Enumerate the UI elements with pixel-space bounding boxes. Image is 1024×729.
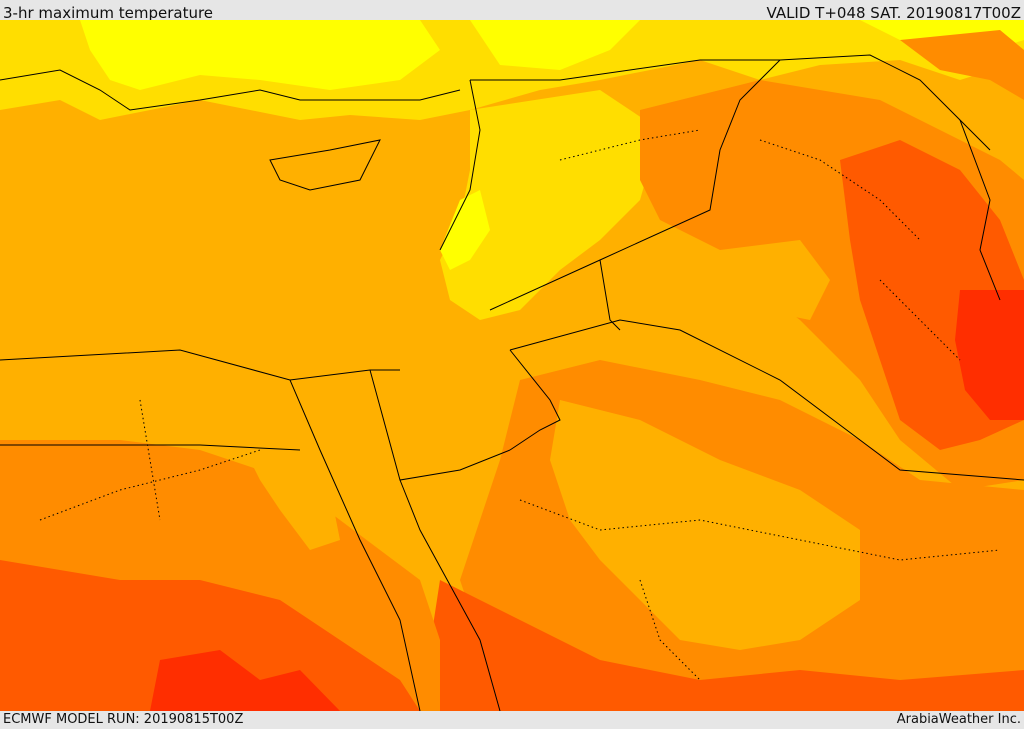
- zone-arabia-hot-south: [420, 580, 1024, 711]
- zone-levant-cool: [440, 90, 660, 320]
- credit-label: ArabiaWeather Inc.: [896, 712, 1021, 727]
- province-borders: [39, 129, 1001, 681]
- zone-north-coolest: [80, 20, 440, 90]
- zone-north-coolest-2: [470, 20, 640, 70]
- zone-africa-hot: [0, 560, 420, 711]
- header-bar: [0, 0, 1024, 20]
- model-run: ECMWF MODEL RUN: 20190815T00Z: [3, 712, 244, 727]
- footer-bar: [0, 711, 1024, 729]
- country-borders: [0, 54, 1024, 711]
- zone-arabia-mild: [550, 400, 860, 650]
- zone-iraq-mild-pocket: [720, 240, 830, 320]
- valid-time: VALID T+048 SAT. 20190817T00Z: [766, 4, 1021, 22]
- temperature-map: [0, 20, 1024, 711]
- map-title: 3-hr maximum temperature: [3, 4, 214, 22]
- zone-iraq-hottest: [955, 290, 1024, 420]
- zone-africa-hottest: [150, 650, 340, 711]
- zone-sinai-mild: [350, 360, 440, 530]
- zone-northeast-warm: [900, 30, 1024, 100]
- zone-levant-coolest: [440, 190, 490, 270]
- zone-nile-mild: [250, 450, 340, 550]
